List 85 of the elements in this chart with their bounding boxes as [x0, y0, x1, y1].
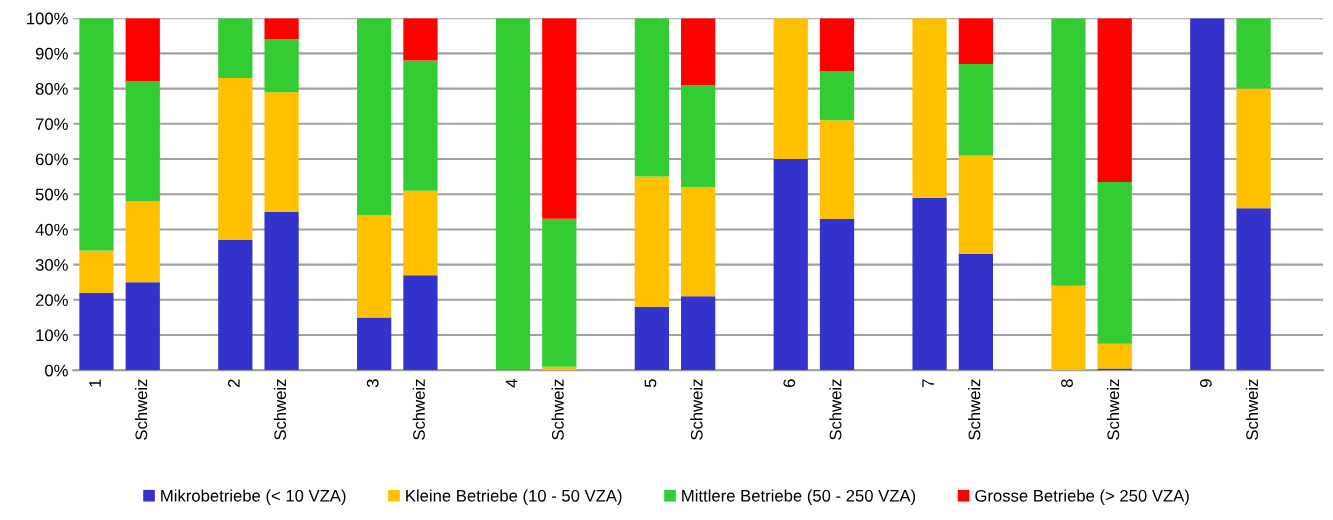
bar [681, 85, 716, 188]
bar [403, 275, 438, 371]
bar [79, 250, 114, 293]
y-tick-label: 50% [35, 188, 68, 201]
bar [125, 282, 160, 371]
x-tick-label: Schweiz [273, 379, 287, 440]
legend-label: Kleine Betriebe (10 - 50 VZA) [406, 489, 622, 505]
y-tick-label: 20% [35, 294, 68, 307]
bar [958, 254, 993, 371]
bar [681, 18, 716, 86]
y-tick-label: 60% [35, 153, 68, 166]
y-tick-label: 70% [35, 118, 68, 131]
x-tick-label: Schweiz [968, 379, 981, 440]
x-tick-label: Schweiz [412, 379, 425, 440]
bar [819, 218, 855, 371]
bar [264, 18, 299, 40]
bar [1190, 18, 1225, 371]
bar [819, 71, 855, 121]
x-tick-label: 9 [1199, 379, 1212, 388]
x-tick-label: 7 [922, 379, 934, 387]
bar [773, 18, 808, 160]
bar [819, 120, 855, 219]
bar [218, 78, 253, 240]
bar [681, 296, 716, 371]
bar [634, 306, 669, 371]
bar [634, 176, 669, 307]
bar [264, 39, 299, 93]
x-tick-label: 6 [783, 379, 796, 387]
x-tick-label: Schweiz [690, 379, 703, 440]
x-tick-label: Schweiz [1245, 379, 1259, 440]
y-tick-label: 10% [36, 329, 68, 342]
legend-label: Mittlere Betriebe (50 - 250 VZA) [682, 489, 916, 505]
legend-label: Mikrobetriebe (< 10 VZA) [161, 489, 346, 505]
bar [218, 239, 253, 371]
x-tick-label: 2 [227, 379, 240, 387]
bar [1051, 18, 1086, 286]
bar [773, 159, 808, 371]
y-tick-label: 0% [45, 364, 68, 377]
x-tick-label: 3 [366, 379, 379, 388]
bar [403, 18, 438, 61]
bar [542, 218, 577, 367]
y-tick-label: 100% [27, 12, 68, 25]
y-tick-label: 90% [35, 47, 68, 60]
bar [958, 155, 993, 255]
bar [912, 18, 947, 198]
x-tick-label: Schweiz [551, 379, 564, 440]
x-tick-label: Schweiz [829, 379, 842, 440]
x-tick-label: Schweiz [134, 379, 148, 440]
bar [1097, 343, 1132, 369]
bar [912, 197, 947, 371]
bar [1097, 181, 1132, 344]
bar [958, 63, 993, 156]
bar [125, 18, 160, 82]
bar [125, 201, 160, 283]
bar [958, 18, 993, 64]
y-tick-label: 30% [35, 259, 68, 271]
bar [357, 18, 392, 216]
bar [1236, 208, 1271, 371]
bar [634, 18, 669, 177]
bar [218, 18, 253, 79]
bar [1236, 88, 1271, 209]
bar [542, 18, 577, 219]
bar [1097, 18, 1132, 182]
bar [264, 92, 299, 212]
x-tick-label: 1 [89, 379, 101, 387]
x-tick-label: Schweiz [1106, 379, 1120, 440]
bar [403, 190, 438, 276]
bar [819, 18, 855, 72]
bar [357, 317, 392, 371]
bar [1051, 285, 1086, 371]
y-tick-label: 80% [35, 83, 68, 95]
bar [681, 187, 716, 297]
x-tick-label: 5 [644, 379, 657, 388]
bar [79, 18, 114, 251]
bar [495, 18, 531, 371]
bar [125, 81, 160, 202]
bar [1236, 18, 1271, 89]
legend-label: Grosse Betriebe (> 250 VZA) [975, 489, 1189, 505]
x-tick-label: 4 [505, 379, 518, 388]
bar [403, 60, 438, 191]
bar [264, 211, 299, 371]
bar [79, 292, 114, 371]
x-tick-label: 8 [1061, 379, 1073, 388]
bar [357, 215, 392, 318]
y-tick-label: 40% [35, 223, 68, 236]
